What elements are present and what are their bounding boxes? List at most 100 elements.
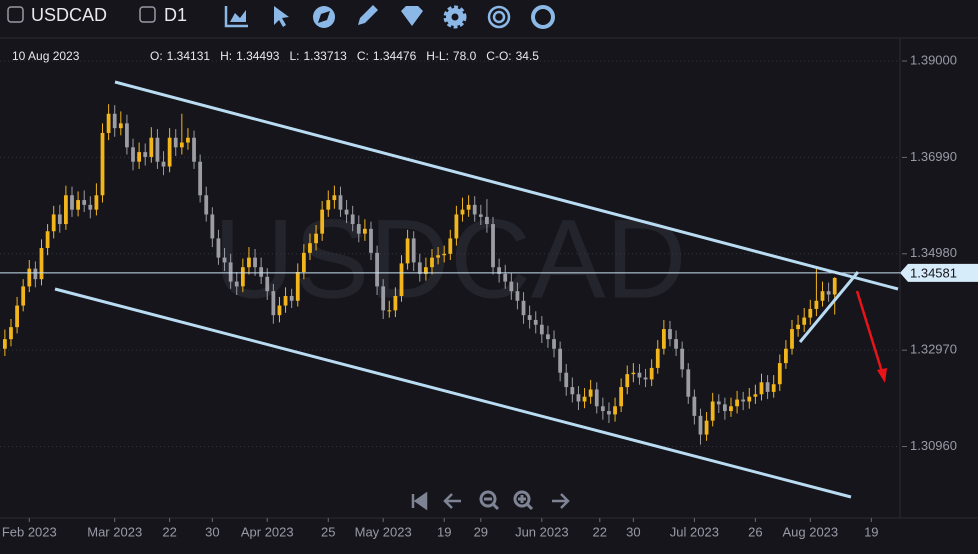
target-icon[interactable]	[487, 5, 511, 29]
candle-body	[277, 305, 282, 316]
candle-body	[100, 132, 105, 196]
info-value: 1.34131	[167, 49, 211, 63]
gem-icon[interactable]	[401, 6, 423, 26]
zoom-in-glyph	[518, 495, 534, 511]
candle-body	[698, 415, 703, 435]
candle-body	[631, 372, 636, 375]
candle-body	[155, 137, 160, 162]
candle-body	[216, 238, 221, 258]
zoom-in[interactable]	[513, 490, 531, 508]
candle-body	[308, 243, 312, 253]
candle-body	[613, 406, 617, 415]
candle-body	[381, 286, 386, 311]
info-value: 34.5	[516, 49, 540, 63]
candle-body	[564, 372, 569, 388]
candle-body	[716, 401, 721, 405]
arrow-head	[877, 368, 887, 383]
candle-body	[576, 394, 581, 402]
x-tick-label: 29	[474, 524, 488, 539]
candle-body	[15, 305, 19, 328]
nav-start[interactable]	[411, 491, 428, 511]
x-tick-label: Apr 2023	[241, 524, 294, 539]
candle-body	[594, 389, 599, 407]
candle-body	[405, 238, 410, 264]
candle-body	[21, 286, 26, 306]
candle-body	[161, 161, 166, 167]
symbol[interactable]: USDCAD	[31, 5, 107, 25]
candle-body	[558, 348, 563, 373]
candle-body	[222, 257, 227, 263]
candle-body	[45, 231, 50, 249]
toolbar: USDCAD D1	[7, 5, 555, 29]
candle-body	[350, 214, 355, 225]
candle-body	[759, 382, 764, 395]
candle-body	[491, 224, 495, 268]
checkbox[interactable]	[7, 6, 24, 23]
trend-line-short	[798, 271, 860, 343]
info-key: C-O:	[486, 49, 511, 63]
settings-hole	[451, 13, 459, 21]
cursor-icon[interactable]	[274, 6, 289, 27]
candle-body	[131, 147, 135, 162]
candle-body	[674, 339, 678, 349]
candle-body	[820, 291, 825, 301]
candle-body	[478, 214, 483, 217]
compass-needle	[318, 11, 330, 23]
candle-body	[466, 204, 471, 210]
candle-body	[39, 248, 44, 280]
candle-body	[637, 372, 642, 378]
candle-body	[265, 276, 270, 292]
nav-forward[interactable]	[552, 493, 570, 509]
candle-body	[424, 267, 428, 274]
candle-body	[332, 195, 337, 201]
candle-body	[137, 152, 142, 162]
x-tick-label: 19	[437, 524, 451, 539]
candle-body	[802, 317, 807, 325]
candle-body	[33, 268, 38, 280]
pencil-icon[interactable]	[358, 5, 378, 25]
candle-body	[106, 113, 111, 133]
candle-body	[552, 339, 556, 349]
brand-icon[interactable]	[531, 5, 555, 29]
x-tick-label: May 2023	[355, 524, 412, 539]
candle-body	[814, 300, 819, 309]
candle-body	[326, 200, 331, 210]
candle-body	[515, 291, 520, 301]
checkbox[interactable]	[139, 6, 156, 23]
chart-type-icon[interactable]	[224, 6, 248, 28]
candle-body	[271, 291, 276, 316]
candle-body	[2, 339, 7, 349]
candle-body	[729, 406, 733, 412]
candle-body	[436, 255, 440, 258]
candle-body	[356, 224, 361, 234]
candle-body	[680, 348, 685, 370]
timeframe[interactable]: D1	[164, 5, 187, 25]
navigation	[411, 490, 570, 511]
info-value: 1.34493	[236, 49, 280, 63]
arrow-shaft	[855, 290, 884, 373]
candle-body	[82, 200, 87, 205]
candle-body	[448, 238, 453, 254]
nav-back[interactable]	[443, 493, 461, 509]
candle-body	[320, 209, 325, 234]
candle-body	[228, 262, 233, 282]
candle-body	[369, 228, 373, 253]
candle-body	[600, 406, 605, 412]
x-tick-label: Mar 2023	[87, 524, 142, 539]
x-tick-label: Feb 2023	[2, 524, 57, 539]
candle-body	[301, 252, 306, 273]
candle-body	[735, 399, 739, 407]
candle-body	[88, 204, 93, 210]
y-tick-label: 1.30960	[910, 438, 957, 453]
candle-body	[686, 369, 691, 397]
y-tick-label: 1.32970	[910, 342, 957, 357]
candle-body	[753, 394, 758, 397]
candle-body	[149, 137, 154, 157]
info-key: O:	[150, 49, 163, 63]
candle-body	[546, 334, 550, 340]
zoom-out[interactable]	[479, 490, 497, 508]
candle-body	[393, 295, 398, 311]
candle-body	[247, 257, 251, 268]
x-tick-label: 19	[864, 524, 878, 539]
